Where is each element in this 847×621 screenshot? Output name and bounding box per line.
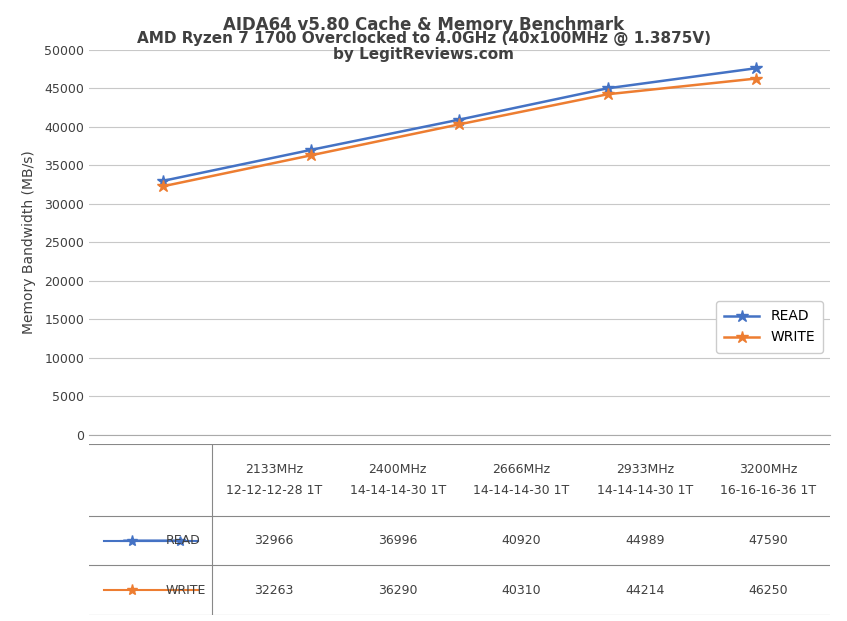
Text: AIDA64 v5.80 Cache & Memory Benchmark: AIDA64 v5.80 Cache & Memory Benchmark: [223, 16, 624, 34]
Text: 2933MHz: 2933MHz: [616, 463, 674, 476]
Y-axis label: Memory Bandwidth (MB/s): Memory Bandwidth (MB/s): [22, 150, 36, 334]
Text: 2133MHz: 2133MHz: [245, 463, 303, 476]
Text: 40310: 40310: [501, 584, 541, 597]
Text: READ: READ: [165, 534, 200, 547]
READ: [602, 84, 612, 92]
READ: [307, 146, 317, 153]
Text: 2666MHz: 2666MHz: [492, 463, 551, 476]
Text: 47590: 47590: [749, 534, 789, 547]
Text: 44989: 44989: [625, 534, 665, 547]
Line: WRITE: WRITE: [157, 72, 762, 193]
Text: 2400MHz: 2400MHz: [368, 463, 427, 476]
Text: 44214: 44214: [625, 584, 664, 597]
Text: 16-16-16-36 1T: 16-16-16-36 1T: [720, 484, 817, 497]
Text: 3200MHz: 3200MHz: [739, 463, 798, 476]
Text: 14-14-14-30 1T: 14-14-14-30 1T: [350, 484, 446, 497]
Text: 46250: 46250: [749, 584, 788, 597]
Text: 12-12-12-28 1T: 12-12-12-28 1T: [226, 484, 323, 497]
Text: by LegitReviews.com: by LegitReviews.com: [333, 47, 514, 62]
Text: 36290: 36290: [378, 584, 418, 597]
Legend: READ, WRITE: READ, WRITE: [716, 301, 823, 353]
READ: [158, 177, 168, 184]
Text: 36996: 36996: [378, 534, 418, 547]
Text: 14-14-14-30 1T: 14-14-14-30 1T: [473, 484, 569, 497]
WRITE: [454, 120, 464, 128]
Text: AMD Ryzen 7 1700 Overclocked to 4.0GHz (40x100MHz @ 1.3875V): AMD Ryzen 7 1700 Overclocked to 4.0GHz (…: [136, 31, 711, 46]
Text: 14-14-14-30 1T: 14-14-14-30 1T: [596, 484, 693, 497]
Text: 32263: 32263: [255, 584, 294, 597]
Text: 32966: 32966: [255, 534, 294, 547]
Text: 40920: 40920: [501, 534, 541, 547]
Line: READ: READ: [157, 62, 762, 187]
WRITE: [158, 183, 168, 190]
Text: WRITE: WRITE: [165, 584, 206, 597]
WRITE: [307, 152, 317, 159]
WRITE: [602, 91, 612, 98]
READ: [750, 65, 761, 72]
READ: [454, 116, 464, 124]
WRITE: [750, 75, 761, 83]
